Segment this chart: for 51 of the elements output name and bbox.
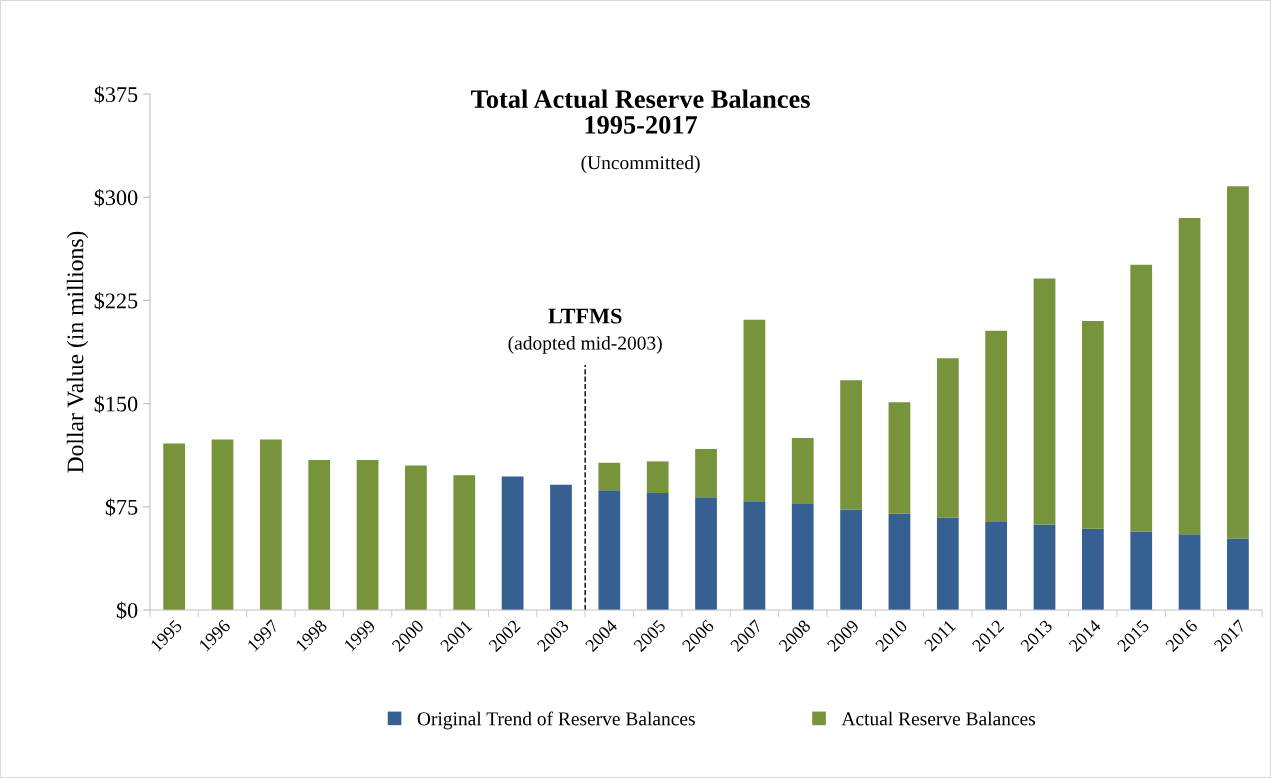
bar: [550, 484, 572, 610]
bar: [743, 501, 766, 610]
bar: [985, 521, 1008, 610]
bar: [1081, 528, 1104, 610]
bar: [1227, 186, 1249, 539]
bar: [985, 330, 1008, 522]
bar: [453, 475, 476, 610]
bar: [501, 476, 524, 610]
bar: [646, 493, 669, 610]
legend-label: Actual Reserve Balances: [841, 711, 1036, 726]
bar: [356, 460, 379, 610]
bar: [791, 504, 814, 610]
bar: [1130, 531, 1153, 610]
bar: [646, 461, 669, 494]
y-tick-label: $225: [94, 292, 138, 310]
bar: [211, 439, 234, 610]
bar: [888, 513, 911, 610]
legend-label: Original Trend of Reserve Balances: [417, 711, 695, 730]
bar: [1227, 538, 1249, 610]
bar: [1130, 264, 1153, 532]
bar: [840, 509, 862, 610]
bar: [1178, 217, 1201, 535]
y-tick-label: $375: [94, 85, 138, 104]
bar: [1178, 534, 1201, 610]
bar: [308, 460, 331, 610]
y-axis-title: Dollar Value (in millions): [66, 231, 89, 473]
y-tick-label: $0: [116, 601, 138, 620]
x-tick-label: 1999: [343, 619, 377, 652]
bar: [598, 490, 621, 610]
bar: [936, 358, 959, 518]
bar: [1033, 278, 1056, 525]
annotation: (adopted mid-2003): [508, 336, 662, 354]
bar: [791, 438, 814, 505]
bar: [936, 517, 959, 610]
y-tick-label: $300: [94, 188, 138, 207]
chart-title: Total Actual Reserve Balances 1995-2017: [471, 89, 810, 134]
bar: [743, 319, 766, 502]
bar: [598, 462, 621, 491]
bar: [405, 465, 427, 610]
bar: [1033, 524, 1056, 610]
bar: [695, 497, 717, 610]
y-tick-label: $150: [94, 395, 138, 414]
bar: [888, 402, 911, 514]
bar: [259, 439, 282, 610]
bar: [695, 449, 717, 498]
bar: [1081, 321, 1104, 529]
bar: [840, 380, 862, 510]
y-tick-label: $75: [105, 498, 138, 517]
ref-line-label: LTFMS: [548, 308, 622, 324]
text: (Uncommitted): [581, 155, 700, 174]
bar: [163, 443, 186, 610]
